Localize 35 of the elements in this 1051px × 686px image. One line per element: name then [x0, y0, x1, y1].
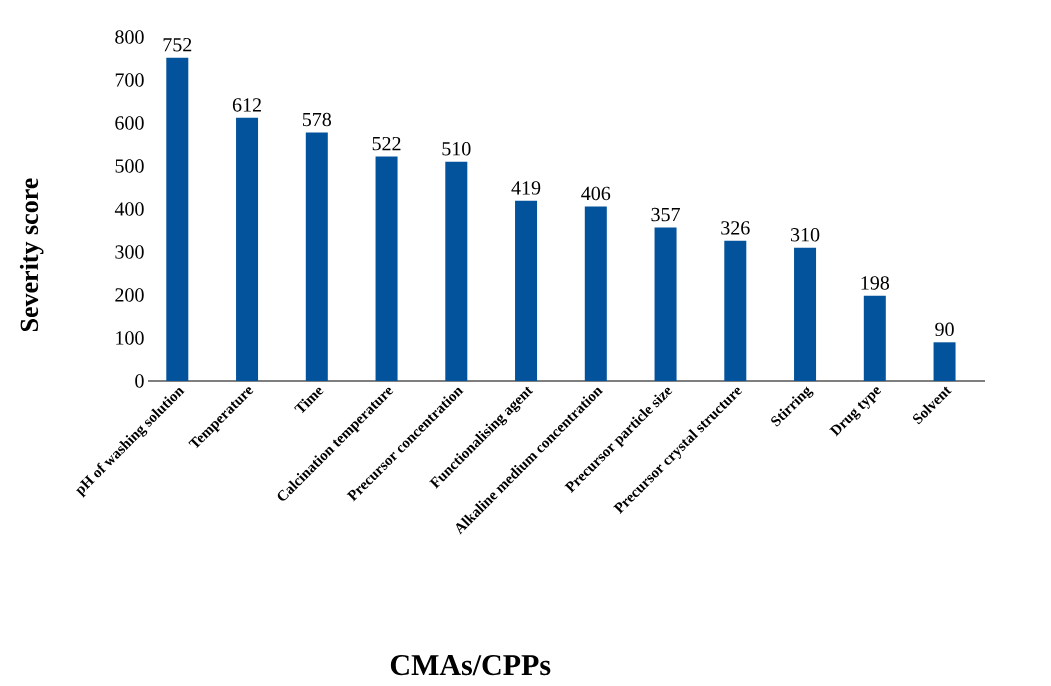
- y-tick-label: 0: [135, 374, 144, 388]
- y-tick-label: 300: [115, 245, 144, 259]
- bar: [515, 200, 538, 381]
- bar: [236, 117, 259, 381]
- bar: [933, 342, 956, 381]
- y-tick-label: 400: [114, 202, 144, 216]
- bar: [375, 156, 398, 381]
- data-label: 522: [372, 136, 401, 151]
- data-label: 90: [935, 322, 954, 337]
- x-axis-title: CMAs/CPPs: [390, 655, 551, 676]
- data-label: 406: [581, 186, 611, 201]
- y-tick-label: 800: [115, 30, 144, 44]
- y-axis-title: Severity score: [19, 178, 44, 332]
- data-label: 419: [511, 181, 541, 195]
- y-tick-label: 200: [115, 288, 144, 302]
- bar: [724, 240, 747, 381]
- data-label: 326: [721, 221, 750, 235]
- data-label: 612: [232, 98, 261, 112]
- bar: [166, 57, 189, 381]
- y-tick-label: 500: [115, 159, 144, 173]
- data-label: 578: [302, 112, 332, 127]
- y-tick-label: 600: [115, 116, 144, 130]
- y-tick-label: 100: [116, 331, 144, 345]
- data-label: 357: [651, 207, 680, 222]
- data-label: 198: [861, 276, 890, 290]
- bar: [863, 295, 886, 381]
- data-label: 510: [442, 142, 471, 156]
- data-label: 310: [791, 228, 820, 242]
- bar: [794, 247, 817, 381]
- bar: [305, 132, 328, 381]
- data-label: 752: [163, 38, 192, 52]
- bar: [445, 161, 468, 381]
- bar: [584, 206, 607, 381]
- y-tick-label: 700: [115, 73, 144, 87]
- bar: [654, 227, 677, 381]
